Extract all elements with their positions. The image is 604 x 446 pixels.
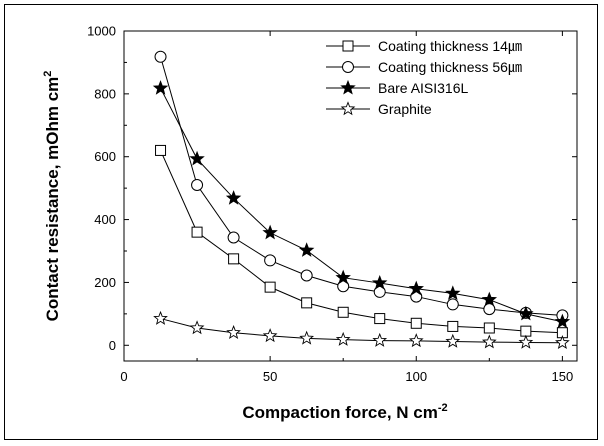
y-tick-label: 400 [94,212,116,227]
data-point [335,269,351,285]
data-point [372,274,388,290]
data-point [483,322,495,334]
axis-ticks: 0 50 100 150 0 200 400 600 800 1000 [87,24,577,384]
data-point [227,231,240,244]
legend: Coating thickness 14㎛ Coating thickness 5… [326,38,522,117]
legend-marker [342,40,354,52]
data-point [445,285,461,300]
x-tick-label: 50 [263,369,277,384]
y-tick-label: 1000 [87,24,116,39]
data-point [189,320,205,335]
plot-area [123,30,578,362]
data-point [191,179,204,191]
x-tick-label: 150 [552,369,574,384]
data-point [372,332,388,347]
data-point [264,254,277,267]
series-1 [155,144,568,339]
data-point [410,317,422,329]
data-point [483,303,496,316]
legend-label: Graphite [378,101,432,117]
data-point [228,253,240,265]
legend-marker [340,101,356,116]
data-point [337,306,349,318]
y-tick-label: 200 [94,275,116,290]
data-point [447,320,459,332]
data-point [518,334,534,349]
series-3 [152,80,571,329]
legend-label: Coating thickness 56㎛ [378,59,522,76]
series-2 [154,50,569,322]
data-point [298,242,315,257]
legend-item: Coating thickness 14㎛ [326,38,522,55]
data-point [299,330,315,345]
data-point [481,334,497,349]
data-point [226,324,241,339]
data-point [481,291,498,307]
data-point [300,269,313,282]
data-point [262,224,278,240]
legend-marker [342,61,354,73]
data-point [225,190,242,205]
legend-marker [340,79,356,95]
x-axis-title: Compaction force, N cm-2 [242,402,447,422]
data-point [335,331,351,346]
data-point [374,313,386,325]
data-point [153,310,168,325]
data-point [408,333,424,348]
data-point [520,325,532,337]
legend-item: Graphite [326,101,432,117]
data-point [445,333,461,348]
series-layer [152,50,571,350]
data-point [262,328,278,343]
chart-frame [4,4,598,440]
data-point [408,280,424,296]
data-point [301,297,313,309]
data-point [264,281,276,293]
legend-item: Coating thickness 56㎛ [326,59,522,76]
data-point [155,144,167,156]
series-line [160,56,563,316]
data-point [191,226,203,238]
legend-label: Coating thickness 14㎛ [378,38,522,55]
x-tick-label: 0 [120,369,127,384]
x-tick-label: 100 [405,369,427,384]
data-point [518,305,534,321]
data-point [555,335,570,350]
data-point [554,313,571,329]
y-tick-label: 0 [109,338,116,353]
series-line [160,150,563,334]
y-axis-title: Contact resistance, mOhm cm2 [42,71,62,322]
y-tick-label: 600 [94,149,116,164]
data-point [152,80,169,95]
legend-label: Bare AISI316L [378,80,469,96]
legend-item: Bare AISI316L [326,79,469,96]
series-4 [153,310,570,350]
data-point [154,50,167,63]
series-line [160,318,563,344]
series-line [160,87,563,323]
y-tick-label: 800 [94,86,116,101]
data-point [189,150,205,166]
data-point [446,298,459,311]
